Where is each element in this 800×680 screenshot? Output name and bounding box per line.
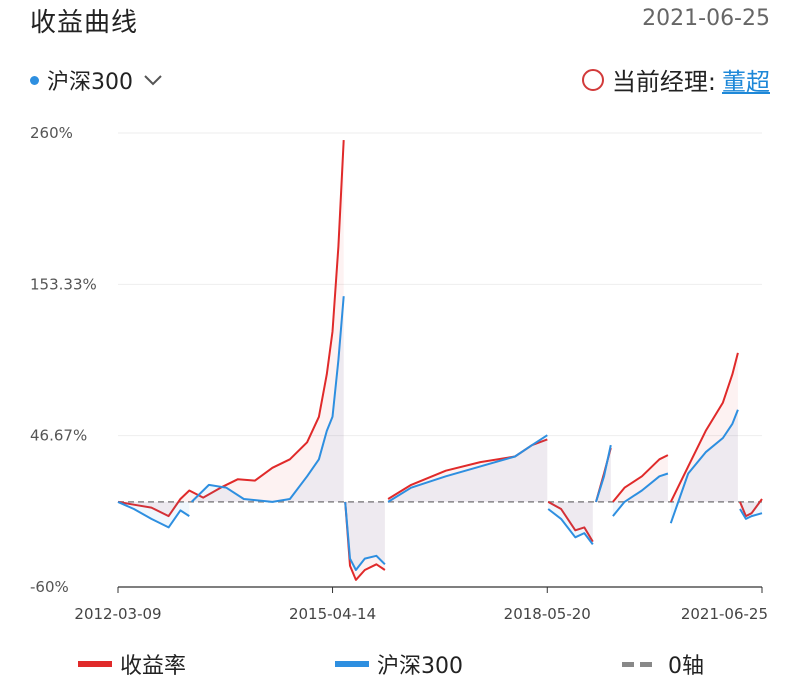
x-tick-label: 2018-05-20 bbox=[504, 605, 591, 623]
legend-swatch-zero-axis bbox=[622, 661, 658, 667]
index-series-area bbox=[596, 445, 611, 502]
legend-label-zero-axis: 0轴 bbox=[668, 654, 704, 679]
fund-series-area bbox=[740, 499, 762, 517]
index-series-line bbox=[595, 444, 612, 503]
return-chart: 260% 153.33% 46.67% -60% 2012-03-09 2015-04-1… bbox=[30, 124, 768, 623]
x-tick-label: 2021-06-25 bbox=[681, 605, 768, 623]
legend-label-fund: 收益率 bbox=[120, 654, 187, 679]
index-series-line bbox=[739, 508, 763, 520]
legend-item-zero-axis[interactable]: 0轴 bbox=[622, 648, 704, 680]
fund-series-line bbox=[612, 454, 669, 503]
index-series-line bbox=[547, 508, 594, 546]
index-series-area bbox=[548, 501, 593, 545]
fund-series-area bbox=[612, 455, 668, 502]
legend-item-index[interactable]: 沪深300 bbox=[335, 648, 463, 680]
manager-label: 当前经理: bbox=[611, 68, 716, 96]
fund-series-line bbox=[547, 501, 594, 543]
index-series-line bbox=[190, 296, 345, 503]
index-series-line bbox=[387, 434, 548, 503]
fund-series-area bbox=[670, 352, 738, 502]
fund-series-area bbox=[345, 501, 385, 580]
circle-icon bbox=[581, 68, 604, 91]
legend-label-index: 沪深300 bbox=[377, 654, 463, 679]
index-series-area bbox=[345, 501, 385, 570]
fund-series-area bbox=[118, 140, 344, 517]
index-series-area bbox=[670, 409, 738, 524]
manager-name-link[interactable]: 董超 bbox=[722, 68, 770, 96]
fund-series-area bbox=[596, 448, 611, 502]
index-series-area bbox=[191, 296, 344, 502]
y-tick-label: 260% bbox=[30, 124, 73, 142]
x-tick-label: 2015-04-14 bbox=[289, 605, 376, 623]
y-tick-label: 153.33% bbox=[30, 275, 97, 293]
legend-swatch-fund bbox=[78, 661, 112, 667]
current-date: 2021-06-25 bbox=[642, 6, 770, 31]
x-tick-label: 2012-03-09 bbox=[74, 605, 161, 623]
index-series-line bbox=[117, 500, 190, 529]
y-tick-label: -60% bbox=[30, 578, 69, 596]
fund-series-line bbox=[117, 140, 345, 518]
chevron-down-icon bbox=[144, 75, 162, 86]
index-series-area bbox=[118, 501, 190, 528]
index-series-line bbox=[612, 472, 669, 517]
fund-series-line bbox=[739, 498, 763, 518]
index-selector-label: 沪深300 bbox=[47, 70, 133, 95]
index-series-line bbox=[344, 501, 386, 571]
index-selector[interactable]: 沪深300 bbox=[30, 64, 163, 96]
index-series-area bbox=[388, 435, 548, 502]
manager-info: 当前经理: 董超 bbox=[581, 62, 770, 97]
legend: 收益率 沪深300 0轴 bbox=[0, 640, 800, 679]
fund-series-line bbox=[669, 352, 739, 503]
chart-title: 收益曲线 bbox=[30, 8, 139, 38]
legend-item-fund[interactable]: 收益率 bbox=[78, 648, 186, 680]
index-dot-icon bbox=[30, 75, 39, 85]
y-tick-label: 46.67% bbox=[30, 427, 87, 445]
index-series-area bbox=[612, 473, 668, 517]
legend-swatch-index bbox=[335, 661, 369, 667]
index-series-line bbox=[669, 409, 739, 524]
